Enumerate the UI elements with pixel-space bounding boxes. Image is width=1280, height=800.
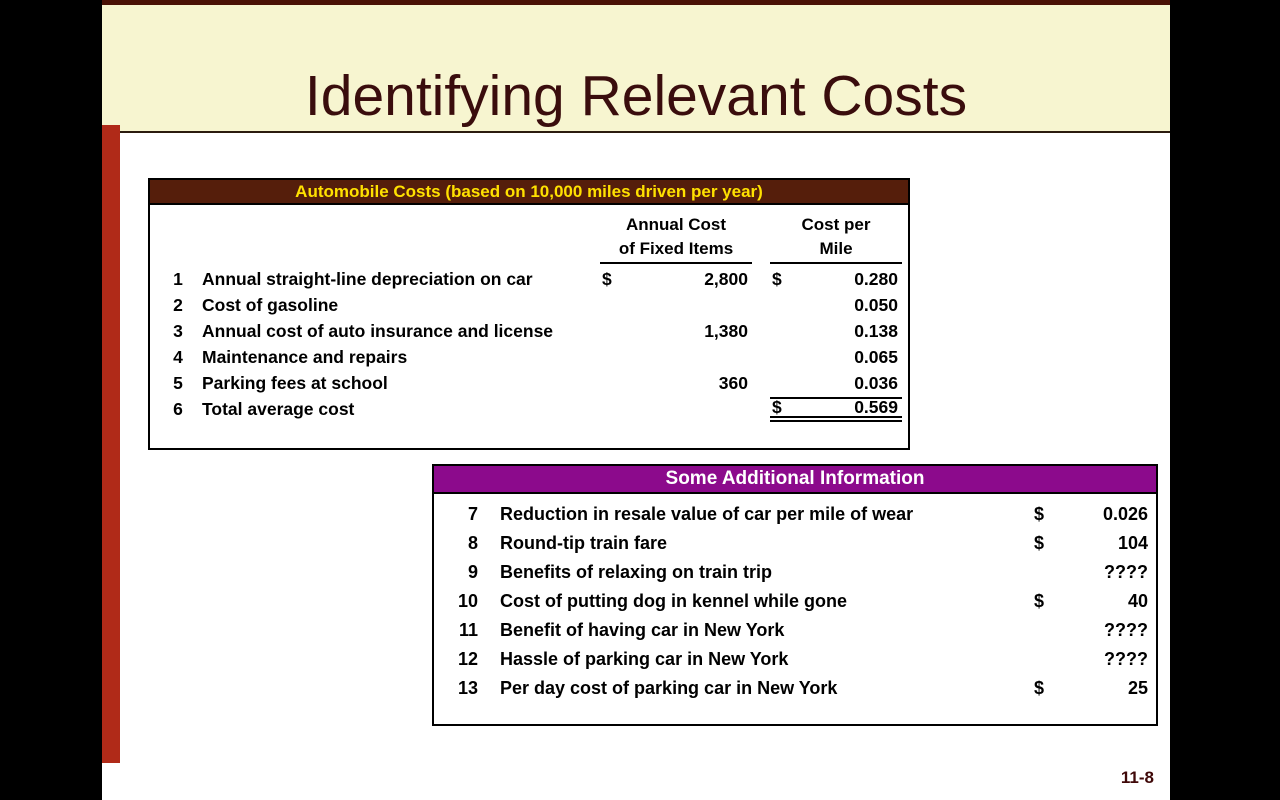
dollar-sign: $ [772,396,782,417]
row-description: Annual straight-line depreciation on car [202,268,533,289]
row-description: Round-tip train fare [500,533,667,553]
slide-canvas: Identifying Relevant Costs Automobile Co… [102,0,1170,800]
annual-cost-cell [600,292,752,318]
table-row: 5 Parking fees at school 360 0.036 [156,370,902,396]
row-number: 12 [457,649,478,669]
table-row: 8 Round-tip train fare $ 104 [438,529,1148,558]
slide-title: Identifying Relevant Costs [304,64,968,128]
table-row: 4 Maintenance and repairs 0.065 [156,344,902,370]
cost-per-mile-value: 0.036 [854,372,898,393]
automobile-costs-table-body: Annual Cost of Fixed Items Cost per Mile… [150,205,908,422]
table-row: 7 Reduction in resale value of car per m… [438,500,1148,529]
right-black-bar [1170,0,1280,800]
cost-per-mile-cell: $0.280 [770,266,902,292]
row-number: 1 [173,268,183,289]
table-row: 12 Hassle of parking car in New York ???… [438,645,1148,674]
annual-cost-cell: 360 [600,370,752,396]
table-row: 6 Total average cost $0.569 [156,396,902,422]
dollar-sign: $ [1034,591,1045,611]
dollar-sign: $ [602,268,612,289]
annual-cost-cell: $2,800 [600,266,752,292]
annual-cost-column-header: Annual Cost of Fixed Items [600,213,752,264]
row-description: Parking fees at school [202,372,388,393]
row-description: Benefits of relaxing on train trip [500,562,773,582]
row-value: 25 [1127,678,1148,698]
row-number: 8 [467,533,478,553]
table-row: 9 Benefits of relaxing on train trip ???… [438,558,1148,587]
row-value: 104 [1117,533,1148,553]
additional-information-table-body: 7 Reduction in resale value of car per m… [434,494,1156,703]
cost-per-mile-cell: 0.065 [770,344,902,370]
row-description: Benefit of having car in New York [500,620,785,640]
row-value: 0.026 [1102,504,1148,524]
cost-per-mile-value: 0.569 [854,396,898,417]
automobile-costs-rows: 1 Annual straight-line depreciation on c… [156,266,902,422]
row-description: Annual cost of auto insurance and licens… [202,320,554,341]
cost-per-mile-value: 0.138 [854,320,898,341]
annual-cost-cell [600,396,752,422]
red-accent-strip [102,125,120,763]
additional-information-table: Some Additional Information 7 Reduction … [432,464,1158,726]
row-number: 5 [173,372,183,393]
row-number: 10 [457,591,478,611]
row-value: 40 [1127,591,1148,611]
row-number: 6 [173,398,183,419]
annual-cost-cell: 1,380 [600,318,752,344]
row-description: Hassle of parking car in New York [500,649,789,669]
annual-cost-cell [600,344,752,370]
row-description: Maintenance and repairs [202,346,408,367]
row-description: Cost of putting dog in kennel while gone [500,591,847,611]
row-number: 9 [467,562,478,582]
dollar-sign: $ [772,268,782,289]
row-number: 4 [173,346,183,367]
table-row: 3 Annual cost of auto insurance and lice… [156,318,902,344]
left-black-bar [0,0,102,800]
table-row: 1 Annual straight-line depreciation on c… [156,266,902,292]
cost-per-mile-value: 0.280 [854,268,898,289]
row-number: 7 [467,504,478,524]
automobile-costs-table-header: Automobile Costs (based on 10,000 miles … [150,180,908,205]
table-row: 10 Cost of putting dog in kennel while g… [438,587,1148,616]
slide-page-number: 11-8 [1120,768,1154,787]
cost-per-mile-cell: 0.050 [770,292,902,318]
row-number: 11 [458,620,478,640]
row-description: Per day cost of parking car in New York [500,678,838,698]
annual-cost-value: 360 [718,372,748,393]
row-number: 3 [173,320,183,341]
title-band: Identifying Relevant Costs [102,0,1170,133]
column-headers-row: Annual Cost of Fixed Items Cost per Mile [156,213,902,264]
annual-cost-value: 2,800 [704,268,748,289]
row-value: ???? [1104,562,1148,582]
dollar-sign: $ [1034,504,1045,524]
cost-per-mile-value: 0.050 [854,294,898,315]
annual-cost-value: 1,380 [704,320,748,341]
cost-per-mile-cell: 0.036 [770,370,902,396]
cost-per-mile-value: 0.065 [854,346,898,367]
table-row: 2 Cost of gasoline 0.050 [156,292,902,318]
row-description: Total average cost [202,398,355,419]
table-row: 13 Per day cost of parking car in New Yo… [438,674,1148,703]
row-value: ???? [1104,620,1148,640]
table-row: 11 Benefit of having car in New York ???… [438,616,1148,645]
row-description: Cost of gasoline [202,294,339,315]
cost-per-mile-cell: $0.569 [770,396,902,422]
row-number: 2 [173,294,183,315]
automobile-costs-table: Automobile Costs (based on 10,000 miles … [148,178,910,450]
row-value: ???? [1104,649,1148,669]
dollar-sign: $ [1034,533,1045,553]
dollar-sign: $ [1034,678,1045,698]
row-number: 13 [457,678,478,698]
row-description: Reduction in resale value of car per mil… [500,504,914,524]
cost-per-mile-cell: 0.138 [770,318,902,344]
cost-per-mile-column-header: Cost per Mile [770,213,902,264]
additional-information-table-header: Some Additional Information [434,466,1156,494]
